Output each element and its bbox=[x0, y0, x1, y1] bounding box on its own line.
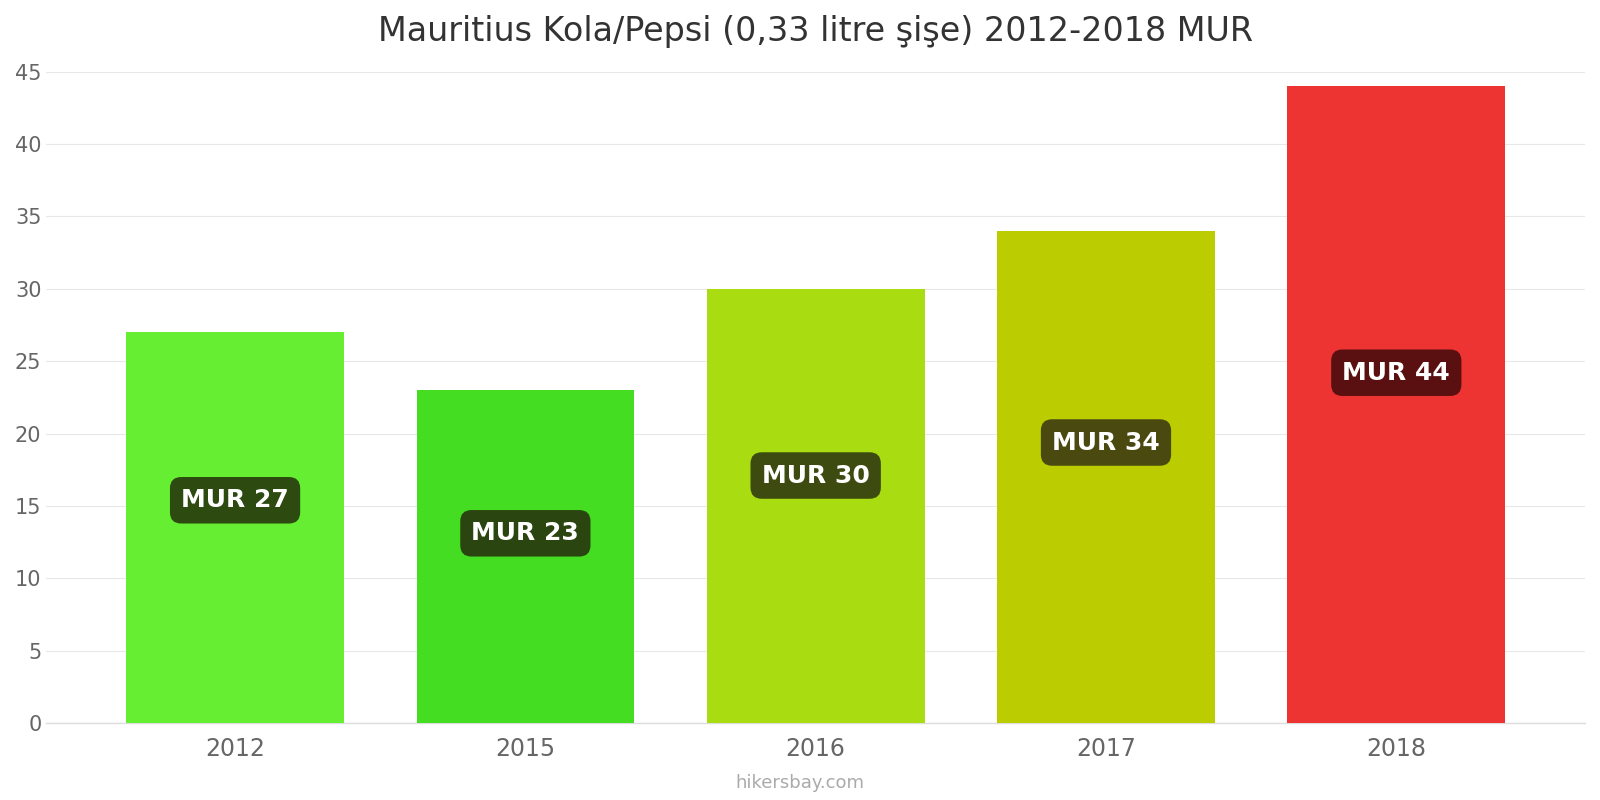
Text: MUR 27: MUR 27 bbox=[181, 488, 290, 512]
Bar bbox=[997, 231, 1214, 723]
Bar bbox=[707, 289, 925, 723]
Text: MUR 23: MUR 23 bbox=[472, 522, 579, 546]
Text: MUR 34: MUR 34 bbox=[1053, 430, 1160, 454]
Text: MUR 30: MUR 30 bbox=[762, 463, 870, 487]
Text: MUR 44: MUR 44 bbox=[1342, 361, 1450, 385]
Bar bbox=[416, 390, 634, 723]
Bar bbox=[126, 332, 344, 723]
Bar bbox=[1288, 86, 1506, 723]
Title: Mauritius Kola/Pepsi (0,33 litre şişe) 2012-2018 MUR: Mauritius Kola/Pepsi (0,33 litre şişe) 2… bbox=[378, 15, 1253, 48]
Text: hikersbay.com: hikersbay.com bbox=[736, 774, 864, 792]
